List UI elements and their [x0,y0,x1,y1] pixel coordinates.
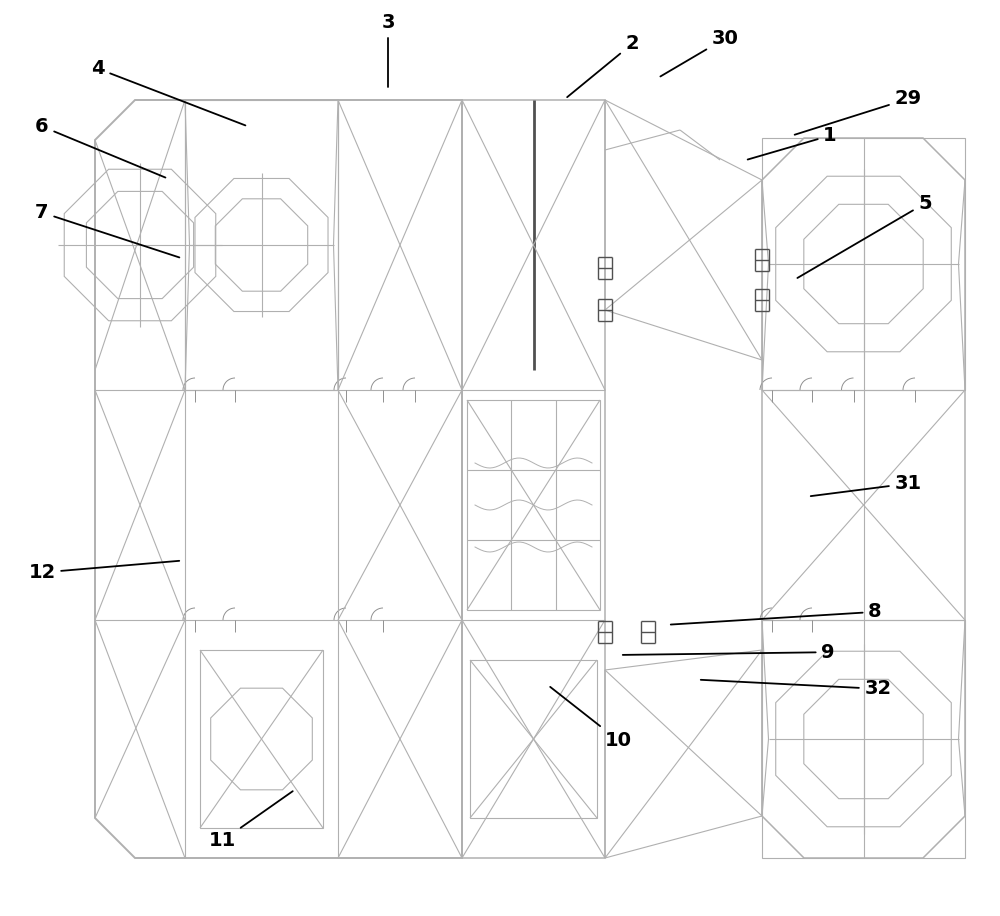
Text: 8: 8 [671,603,882,625]
Bar [462,100,605,858]
Bar [762,138,965,390]
Text: 32: 32 [701,680,892,698]
Text: 12: 12 [28,561,179,582]
Text: 2: 2 [567,35,639,97]
Bar [762,620,965,858]
Bar [470,660,597,818]
Text: 4: 4 [91,60,245,125]
Text: 6: 6 [35,117,165,178]
Bar [200,650,323,828]
Text: 5: 5 [797,194,932,278]
Text: 1: 1 [748,126,837,159]
Text: 31: 31 [811,474,922,496]
Text: 9: 9 [623,643,835,661]
Text: 30: 30 [660,29,738,76]
Bar [467,400,600,610]
Text: 10: 10 [550,687,632,749]
Text: 29: 29 [795,90,922,135]
Bar [185,100,338,390]
Text: 11: 11 [208,791,293,850]
Text: 7: 7 [35,203,179,257]
Text: 3: 3 [381,14,395,87]
